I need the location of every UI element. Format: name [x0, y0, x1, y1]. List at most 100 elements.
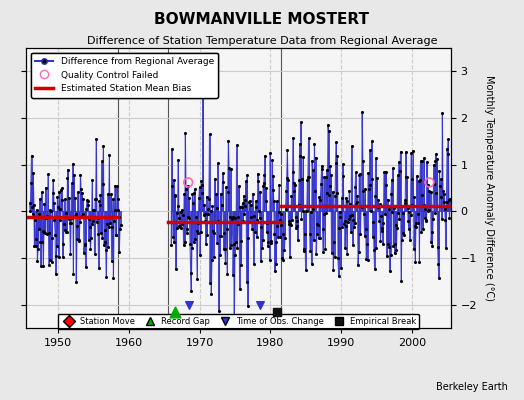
Point [344, 219, 352, 225]
Point [355, 172, 364, 178]
Point [407, 150, 416, 156]
Point [443, 146, 451, 152]
Point [71, 211, 80, 218]
Point [390, 250, 399, 256]
Point [415, 259, 423, 266]
Point [238, 203, 246, 210]
Point [266, 150, 275, 156]
Point [379, 220, 388, 226]
Point [116, 222, 125, 228]
Point [297, 215, 305, 222]
Point [49, 190, 57, 196]
Point [246, 218, 254, 225]
Point [27, 152, 36, 159]
Point [424, 182, 432, 188]
Point [59, 241, 68, 248]
Point [343, 251, 351, 257]
Point [79, 211, 87, 218]
Point [57, 187, 65, 194]
Point [226, 214, 234, 220]
Point [101, 227, 110, 234]
Point [431, 158, 440, 164]
Point [273, 308, 281, 315]
Point [61, 210, 70, 216]
Point [214, 160, 222, 166]
Point [244, 235, 253, 242]
Point [418, 157, 426, 164]
Point [414, 220, 422, 226]
Point [258, 237, 267, 244]
Point [238, 200, 247, 207]
Point [283, 147, 291, 154]
Point [316, 196, 324, 203]
Point [193, 230, 202, 236]
Point [431, 210, 439, 216]
Point [51, 271, 60, 278]
Point [89, 218, 97, 224]
Point [267, 238, 276, 244]
Point [304, 174, 312, 180]
Point [168, 146, 176, 152]
Point [425, 188, 433, 194]
Point [42, 212, 51, 219]
Point [210, 254, 218, 260]
Point [107, 191, 115, 197]
Point [208, 203, 216, 210]
Point [399, 230, 407, 236]
Point [325, 162, 334, 169]
Point [309, 206, 318, 213]
Point [50, 200, 58, 206]
Point [362, 256, 370, 262]
Point [305, 174, 313, 180]
Point [52, 243, 61, 249]
Point [68, 180, 76, 186]
Point [241, 197, 249, 203]
Point [231, 252, 239, 258]
Point [247, 202, 255, 208]
Point [109, 275, 117, 281]
Point [54, 204, 62, 210]
Point [346, 213, 354, 219]
Point [81, 241, 89, 247]
Point [423, 159, 431, 166]
Point [373, 175, 381, 181]
Point [385, 244, 394, 250]
Point [190, 190, 199, 196]
Point [363, 256, 372, 263]
Point [424, 206, 433, 213]
Point [263, 220, 271, 226]
Point [35, 226, 43, 232]
Point [287, 222, 295, 228]
Point [37, 263, 45, 269]
Point [220, 229, 228, 236]
Point [249, 261, 258, 268]
Point [202, 194, 211, 200]
Point [381, 211, 389, 218]
Point [413, 211, 422, 217]
Point [259, 180, 268, 186]
Point [96, 202, 104, 208]
Point [403, 204, 412, 211]
Point [334, 255, 342, 261]
Point [82, 264, 90, 270]
Point [324, 122, 332, 128]
Point [302, 208, 310, 214]
Point [332, 139, 341, 145]
Point [234, 221, 242, 228]
Point [332, 160, 340, 166]
Point [60, 221, 68, 227]
Point [280, 246, 289, 253]
Point [73, 236, 81, 242]
Point [78, 190, 86, 196]
Point [375, 202, 383, 209]
Point [177, 225, 185, 231]
Point [174, 215, 183, 221]
Point [274, 209, 282, 215]
Point [408, 176, 416, 182]
Point [225, 164, 233, 171]
Point [108, 224, 116, 230]
Point [289, 135, 298, 142]
Point [277, 210, 285, 217]
Point [384, 241, 392, 247]
Point [206, 208, 215, 214]
